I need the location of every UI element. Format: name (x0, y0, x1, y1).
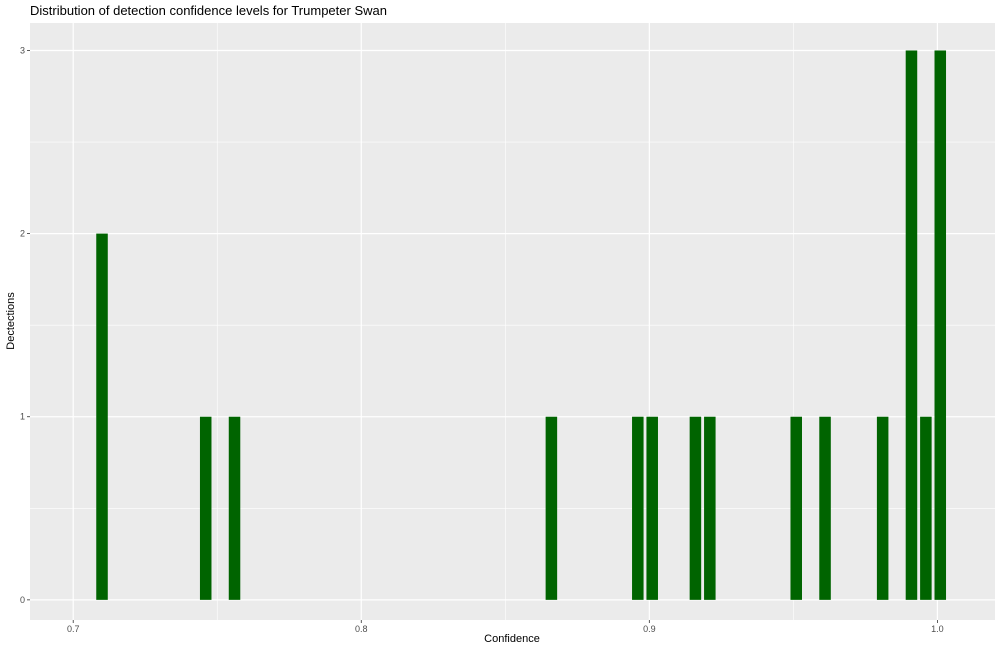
y-tick-label: 2 (20, 229, 25, 239)
x-tick-label: 0.9 (643, 624, 656, 634)
bar (905, 50, 918, 600)
bar (819, 416, 831, 600)
y-tick-label: 1 (20, 412, 25, 422)
x-tick-label: 0.7 (67, 624, 80, 634)
bar (920, 416, 932, 600)
bar (704, 416, 716, 600)
y-axis-title: Dectections (5, 292, 17, 350)
bar (934, 50, 947, 600)
bar (199, 416, 212, 600)
x-tick-label: 1.0 (931, 624, 944, 634)
x-tick-label: 0.8 (355, 624, 368, 634)
y-tick-label: 0 (20, 595, 25, 605)
bar (632, 416, 644, 600)
bar (646, 416, 658, 600)
plot-panel (30, 23, 995, 620)
bar (228, 416, 241, 600)
bar (545, 416, 558, 600)
bar (96, 233, 108, 600)
x-axis-title: Confidence (484, 633, 540, 645)
bars (96, 50, 947, 600)
bar (689, 416, 702, 600)
grid-lines (30, 23, 995, 620)
bar (876, 416, 889, 600)
bar (790, 416, 802, 600)
chart-title: Distribution of detection confidence lev… (30, 3, 387, 18)
y-tick-label: 3 (20, 45, 25, 55)
axes: 0.7 0.8 0.9 1.0 0 1 2 3 (20, 45, 944, 634)
